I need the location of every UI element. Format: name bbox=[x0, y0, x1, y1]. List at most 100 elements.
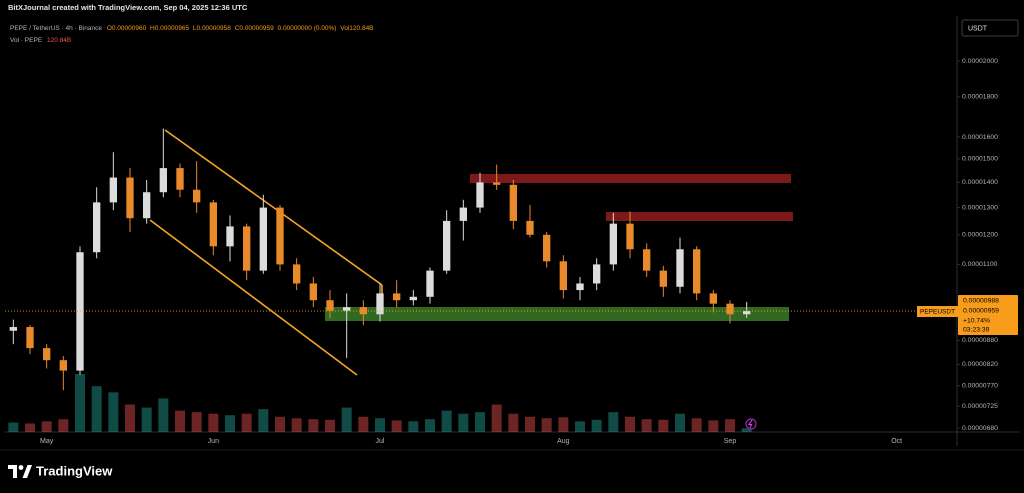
candle-body bbox=[443, 220, 451, 271]
y-tick-label: 0.00001600 bbox=[962, 134, 998, 141]
candle-body bbox=[493, 182, 501, 185]
logo-mark bbox=[8, 465, 17, 478]
legend-close: C0.00000959 bbox=[235, 25, 274, 32]
candle-body bbox=[276, 207, 284, 265]
candle-body bbox=[9, 327, 17, 331]
event-icon-bolt bbox=[748, 419, 753, 429]
x-tick-label: Oct bbox=[891, 438, 902, 445]
logo: TradingView bbox=[8, 463, 113, 478]
brand: TradingView bbox=[36, 463, 113, 478]
x-tick-label: Aug bbox=[557, 438, 570, 445]
y-tick-label: 0.00001100 bbox=[962, 261, 998, 268]
candle-body bbox=[259, 207, 267, 271]
candle-body bbox=[159, 168, 167, 193]
candle-body bbox=[726, 303, 734, 315]
channel-upper bbox=[164, 129, 383, 286]
channel-lower bbox=[149, 219, 358, 376]
legend-change: 0.00000000 (0.00%) bbox=[278, 25, 337, 32]
currency-button[interactable] bbox=[961, 19, 1019, 37]
price-box-line: 0.00000959 bbox=[963, 307, 999, 314]
volume-legend: Vol · PEPE 120.84B bbox=[10, 37, 71, 44]
x-tick-label: Jun bbox=[208, 438, 219, 445]
volume-bar bbox=[525, 416, 535, 432]
candle-body bbox=[559, 261, 567, 291]
volume-bar bbox=[541, 418, 552, 432]
y-tick-label: 0.00000680 bbox=[962, 425, 998, 432]
symbol-tag-box bbox=[917, 306, 958, 317]
legend-open: O0.00000960 bbox=[107, 25, 147, 32]
volume-bar bbox=[458, 413, 469, 432]
candle-body bbox=[409, 296, 417, 301]
price-box-line: 0.00000988 bbox=[963, 297, 999, 304]
y-tick-label: 0.00000770 bbox=[962, 382, 998, 389]
candle-body bbox=[676, 249, 684, 287]
resistance-zone bbox=[470, 174, 791, 183]
candle-body bbox=[193, 189, 201, 203]
volume-bar bbox=[275, 416, 285, 432]
volume-bar bbox=[375, 418, 385, 432]
volume-bar bbox=[91, 386, 102, 432]
candle-body bbox=[476, 182, 484, 208]
logo-mark bbox=[18, 465, 24, 470]
candle-body bbox=[643, 249, 651, 271]
volume-bar bbox=[358, 416, 369, 432]
candle-body bbox=[243, 226, 251, 271]
candle-body bbox=[293, 264, 301, 284]
candle-body bbox=[309, 283, 317, 301]
symbol: PEPE / TetherUS · 4h · Binance bbox=[10, 25, 102, 32]
support-zone bbox=[325, 307, 789, 321]
volume-bar bbox=[341, 407, 352, 432]
candle-body bbox=[176, 168, 184, 190]
volume-bar bbox=[108, 392, 119, 432]
resistance-zone bbox=[606, 212, 793, 221]
candle-body bbox=[709, 293, 717, 304]
volume-name: Vol · PEPE bbox=[10, 37, 43, 44]
volume-bar bbox=[208, 413, 219, 432]
volume-bar bbox=[325, 419, 335, 432]
volume-value: 120.84B bbox=[47, 37, 71, 44]
volume-bar bbox=[408, 421, 419, 432]
candle-body bbox=[459, 207, 467, 221]
candle-body bbox=[743, 311, 751, 315]
volume-bar bbox=[175, 410, 185, 432]
price-box-line: +10.74% bbox=[963, 317, 990, 324]
volume-bar bbox=[691, 418, 702, 432]
candle-body bbox=[109, 177, 117, 203]
candle-body bbox=[576, 283, 584, 291]
volume-bar bbox=[25, 423, 35, 432]
candle-body bbox=[359, 307, 367, 315]
volume-bar bbox=[441, 410, 452, 432]
candle-body bbox=[343, 307, 351, 311]
candle-body bbox=[659, 270, 667, 287]
symbol-tag: PEPEUSDT bbox=[920, 309, 955, 316]
volume-bar bbox=[658, 419, 669, 432]
candle-body bbox=[43, 348, 51, 361]
volume-bar bbox=[158, 398, 169, 432]
credit: BitXJournal created with TradingView.com… bbox=[8, 3, 248, 12]
y-tick-label: 0.00000820 bbox=[962, 361, 998, 368]
candle-body bbox=[693, 249, 701, 294]
candle-body bbox=[126, 177, 134, 219]
volume-bar bbox=[508, 413, 519, 432]
volume-bar bbox=[8, 422, 19, 432]
legend-line: PEPE / TetherUS · 4h · Binance O0.000009… bbox=[10, 25, 374, 32]
event-icon[interactable] bbox=[745, 418, 757, 430]
y-tick-label: 0.00001500 bbox=[962, 156, 998, 163]
drawings bbox=[149, 129, 793, 376]
candle-body bbox=[326, 300, 334, 311]
candle-body bbox=[26, 327, 34, 349]
candle-body bbox=[93, 202, 101, 253]
volume-bar bbox=[591, 419, 602, 432]
candle-body bbox=[543, 234, 551, 262]
x-tick-label: Sep bbox=[724, 438, 737, 445]
currency[interactable]: USDT bbox=[968, 25, 988, 32]
volume-bar bbox=[141, 407, 152, 432]
candle-body bbox=[226, 226, 234, 247]
volume-bar bbox=[291, 418, 302, 432]
plot: 0.00002000 0.00001800 0.00001600 0.00001500… bbox=[5, 58, 998, 445]
volume-bar bbox=[241, 413, 252, 432]
volume-bar bbox=[125, 404, 135, 432]
candle-body bbox=[59, 360, 67, 371]
